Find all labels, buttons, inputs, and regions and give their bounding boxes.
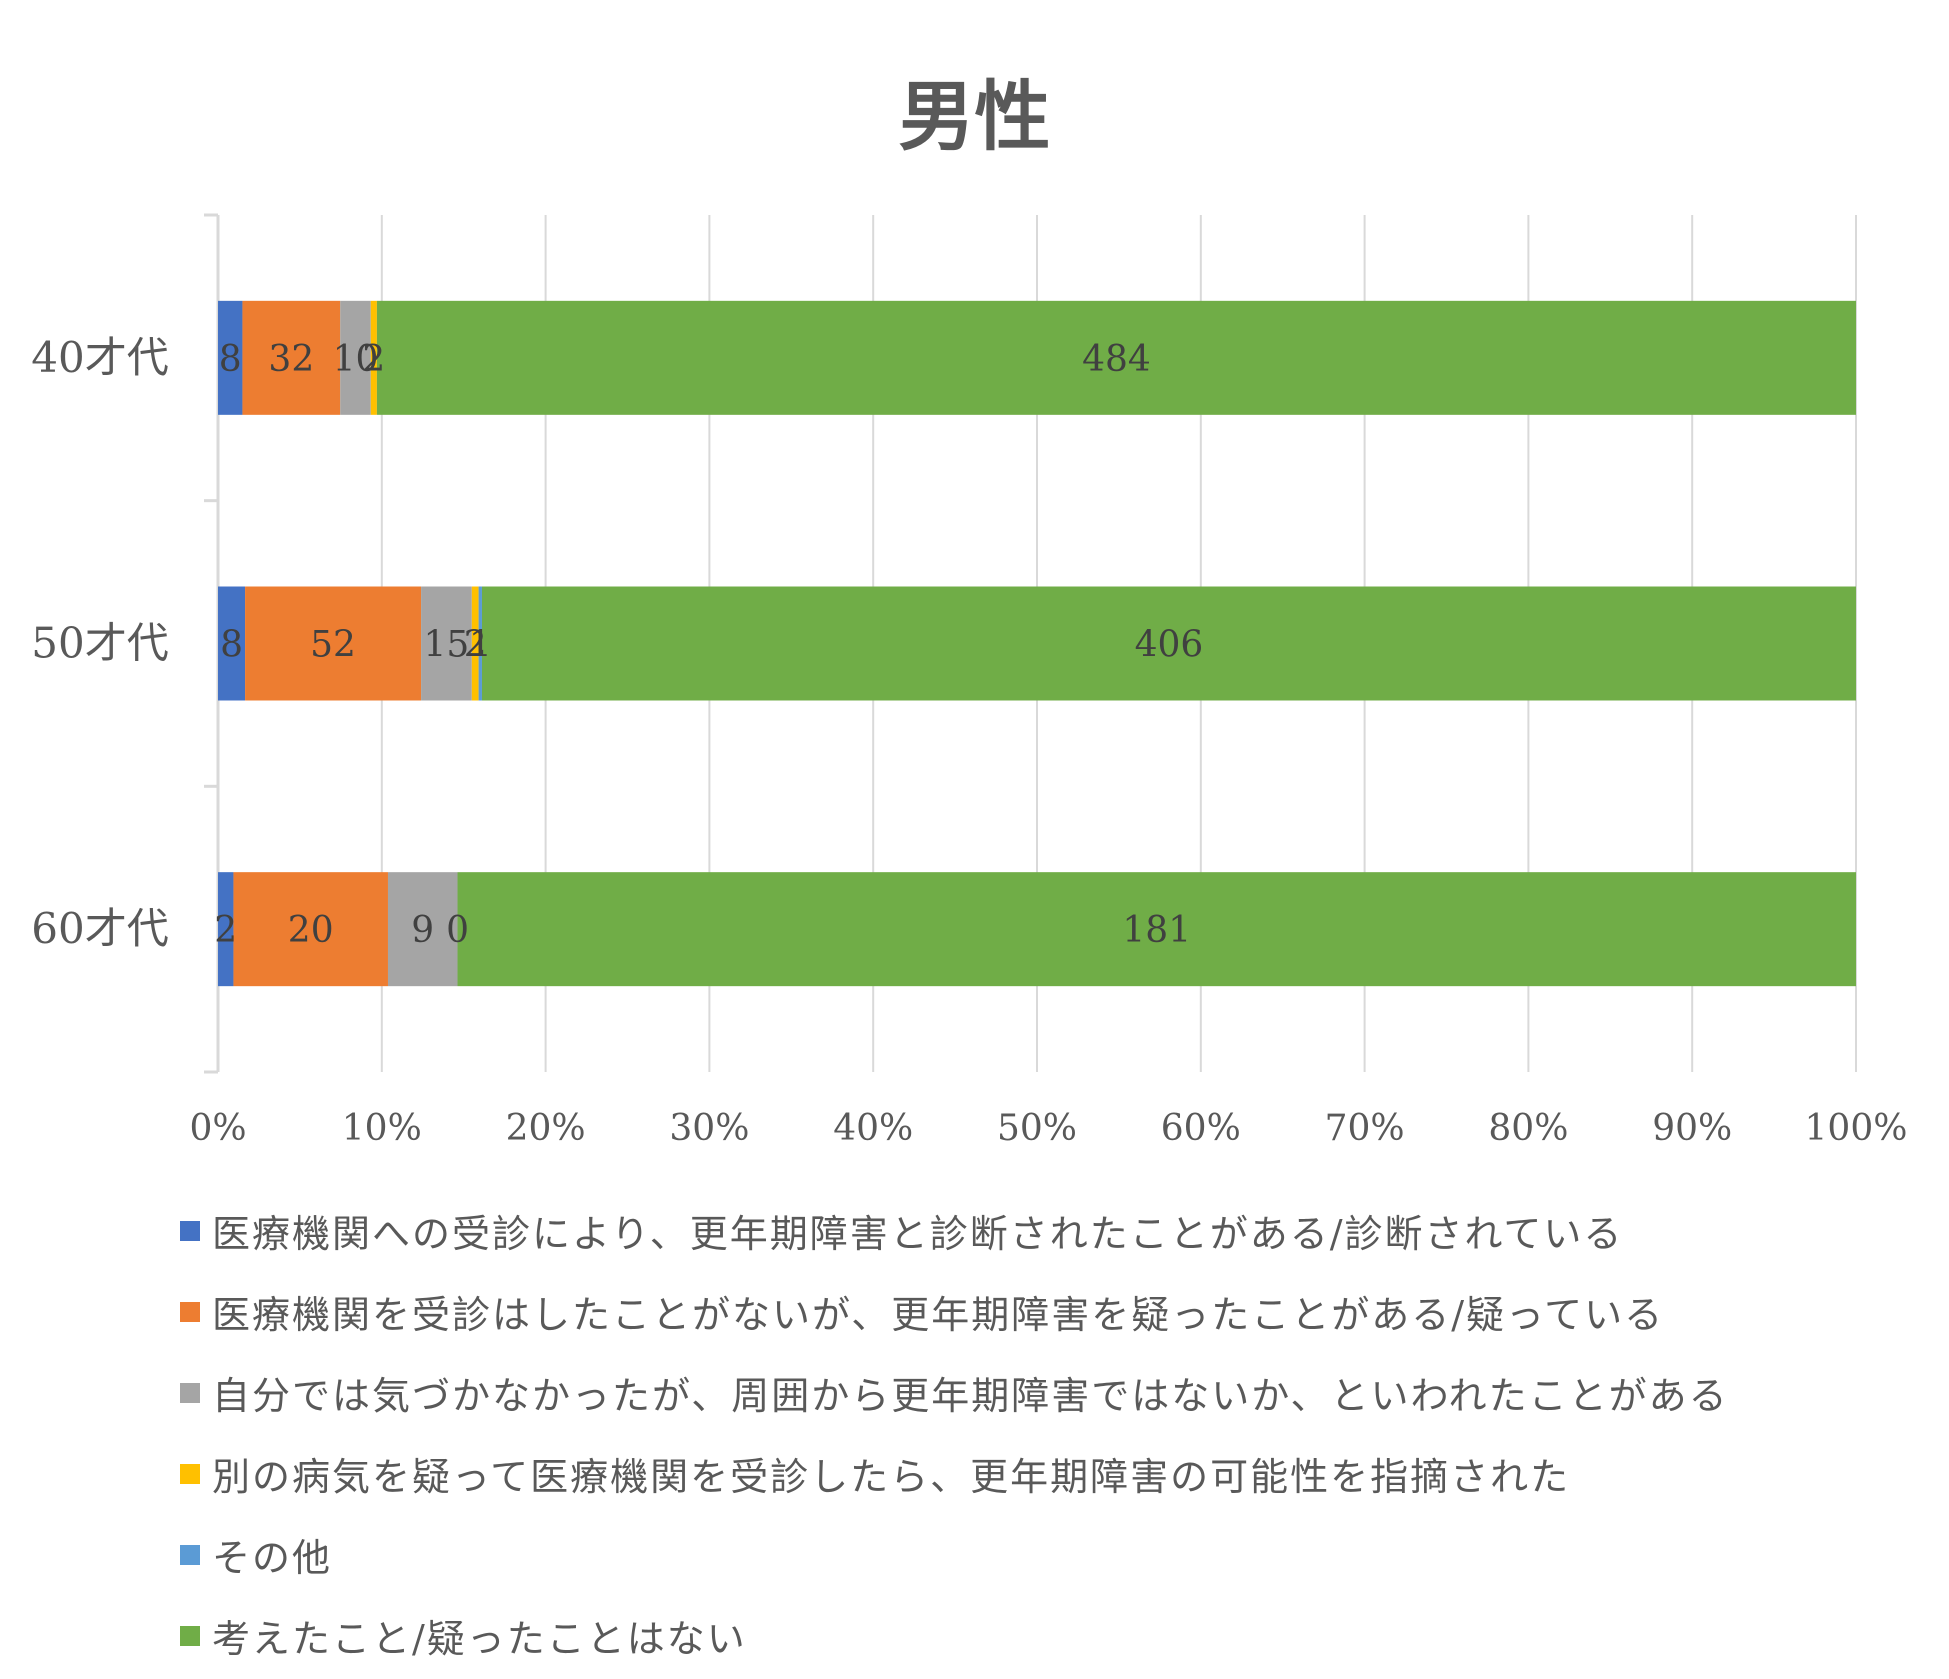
chart-title: 男性	[898, 72, 1051, 161]
bar-segment	[421, 586, 472, 701]
data-label: 8	[220, 625, 243, 666]
bar-segment	[242, 300, 341, 415]
bar-segment	[245, 586, 422, 701]
bar-segment	[481, 586, 1856, 701]
x-tick-label: 30%	[669, 1108, 749, 1149]
legend-swatch	[180, 1301, 200, 1322]
plot-area: 0% 10% 20% 30% 40% 50% 60% 70% 80% 90% 100% 40才代 8 32…	[31, 213, 1908, 1149]
x-tick-label: 90%	[1652, 1108, 1732, 1149]
legend-item: 別の病気を疑って医療機関を受診したら、更年期障害の可能性を指摘された	[180, 1433, 1729, 1514]
data-label: 2	[214, 910, 237, 951]
x-tick-label: 50%	[997, 1108, 1077, 1149]
category-label: 50才代	[31, 619, 168, 668]
bar-segment	[340, 300, 371, 415]
legend-swatch	[180, 1220, 200, 1241]
x-tick-label: 20%	[506, 1108, 586, 1149]
x-tick-label: 80%	[1488, 1108, 1568, 1149]
x-tick-label: 0%	[189, 1108, 246, 1149]
data-label: 406	[1135, 625, 1204, 666]
bar-segment	[478, 586, 482, 701]
legend-label: 医療機関を受診はしたことがないが、更年期障害を疑ったことがある/疑っている	[212, 1293, 1665, 1337]
x-tick-label: 10%	[342, 1108, 422, 1149]
data-label: 52	[310, 625, 356, 666]
legend-label: 別の病気を疑って医療機関を受診したら、更年期障害の可能性を指摘された	[212, 1455, 1571, 1499]
legend-item: 医療機関への受診により、更年期障害と診断されたことがある/診断されている	[180, 1190, 1729, 1271]
x-tick-label: 40%	[833, 1108, 913, 1149]
data-label: 9	[411, 910, 434, 951]
data-label: 8	[219, 339, 242, 380]
legend-label: その他	[212, 1536, 333, 1580]
legend-item: 考えたこと/疑ったことはない	[180, 1595, 1729, 1676]
bar-segment	[457, 872, 1857, 987]
data-label: 20	[288, 910, 334, 951]
x-tick-label: 70%	[1325, 1108, 1405, 1149]
legend-swatch	[180, 1544, 200, 1565]
data-label: 181	[1122, 910, 1191, 951]
x-tick-label: 60%	[1161, 1108, 1241, 1149]
legend-label: 医療機関への受診により、更年期障害と診断されたことがある/診断されている	[212, 1212, 1624, 1256]
data-label: 0	[446, 910, 469, 951]
legend-swatch	[180, 1463, 200, 1484]
legend-item: 医療機関を受診はしたことがないが、更年期障害を疑ったことがある/疑っている	[180, 1271, 1729, 1352]
data-label: 32	[268, 339, 314, 380]
category-label: 60才代	[31, 904, 168, 953]
legend-item: その他	[180, 1514, 1729, 1595]
legend-item: 自分では気づかなかったが、周囲から更年期障害ではないか、といわれたことがある	[180, 1352, 1729, 1433]
bar-segment	[218, 872, 234, 987]
legend-label: 自分では気づかなかったが、周囲から更年期障害ではないか、といわれたことがある	[212, 1374, 1729, 1418]
legend-swatch	[180, 1382, 200, 1403]
legend-swatch	[180, 1625, 200, 1646]
bar-segment	[376, 300, 1857, 415]
x-tick-label: 100%	[1805, 1108, 1908, 1149]
data-label: 10	[333, 339, 379, 380]
data-label: 1	[469, 625, 492, 666]
data-label: 484	[1082, 339, 1151, 380]
data-label: 2	[362, 339, 385, 380]
bar-segment	[387, 872, 458, 987]
category-label: 40才代	[31, 333, 168, 382]
data-label: 15	[424, 625, 470, 666]
legend: 医療機関への受診により、更年期障害と診断されたことがある/診断されている 医療機関…	[180, 1190, 1729, 1676]
bar-segment	[471, 586, 479, 701]
bar-segment	[233, 872, 388, 987]
bar-segment	[218, 586, 246, 701]
bar-segment	[218, 300, 243, 415]
bar-segment	[370, 300, 377, 415]
legend-label: 考えたこと/疑ったことはない	[212, 1617, 747, 1661]
data-label: 2	[464, 625, 487, 666]
